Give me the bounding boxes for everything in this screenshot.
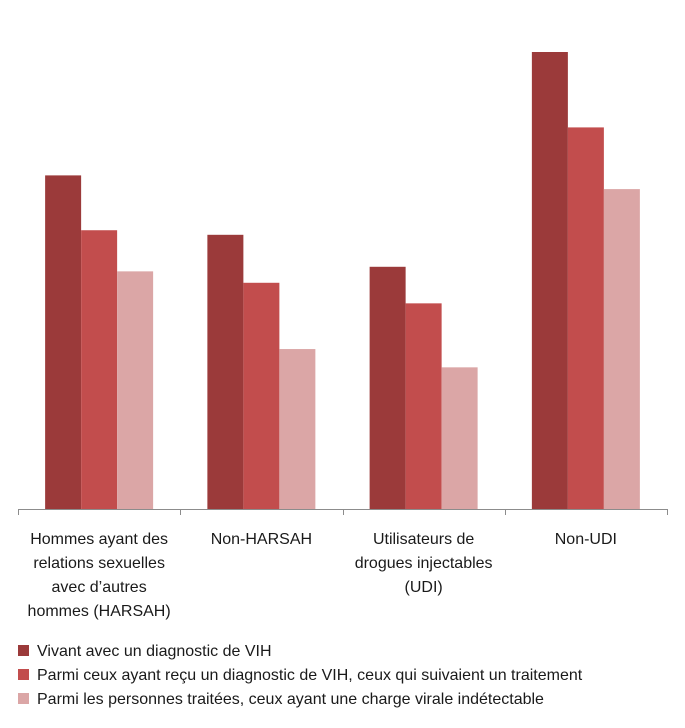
bar-series-3-category-3	[441, 367, 478, 509]
bar-series-3-category-2	[279, 349, 316, 509]
x-tick-label: Non-HARSAH	[211, 531, 312, 548]
x-axis-ticks	[18, 509, 668, 515]
x-axis-labels: Hommes ayant des relations sexuelles avec …	[28, 531, 617, 620]
legend: Vivant avec un diagnostic de VIH Parmi ce…	[18, 643, 583, 708]
bar-series-1-category-3	[369, 266, 406, 509]
legend-swatch	[18, 693, 29, 704]
bar-series-2-category-3	[405, 303, 442, 509]
bar-series-2-category-1	[81, 230, 118, 510]
legend-swatch	[18, 669, 29, 680]
x-tick-label: Utilisateurs de drogues injectables (UDI)	[355, 531, 493, 596]
bar-series-1-category-4	[531, 52, 568, 509]
legend-label: Vivant avec un diagnostic de VIH	[37, 643, 272, 660]
legend-swatch	[18, 645, 29, 656]
legend-label: Parmi les personnes traitées, ceux ayant…	[37, 691, 544, 708]
legend-label: Parmi ceux ayant reçu un diagnostic de V…	[37, 667, 583, 684]
bar-series-3-category-4	[603, 189, 640, 509]
x-tick-label: Non-UDI	[555, 531, 617, 548]
bar-series-2-category-2	[243, 282, 280, 509]
x-tick-label: Hommes ayant des relations sexuelles avec …	[28, 531, 171, 620]
bar-series-3-category-1	[117, 271, 154, 509]
bar-series-1-category-2	[207, 234, 244, 510]
bar-series-2-category-4	[567, 127, 604, 509]
bar-series-1-category-1	[45, 175, 82, 509]
bars-group	[45, 52, 640, 510]
